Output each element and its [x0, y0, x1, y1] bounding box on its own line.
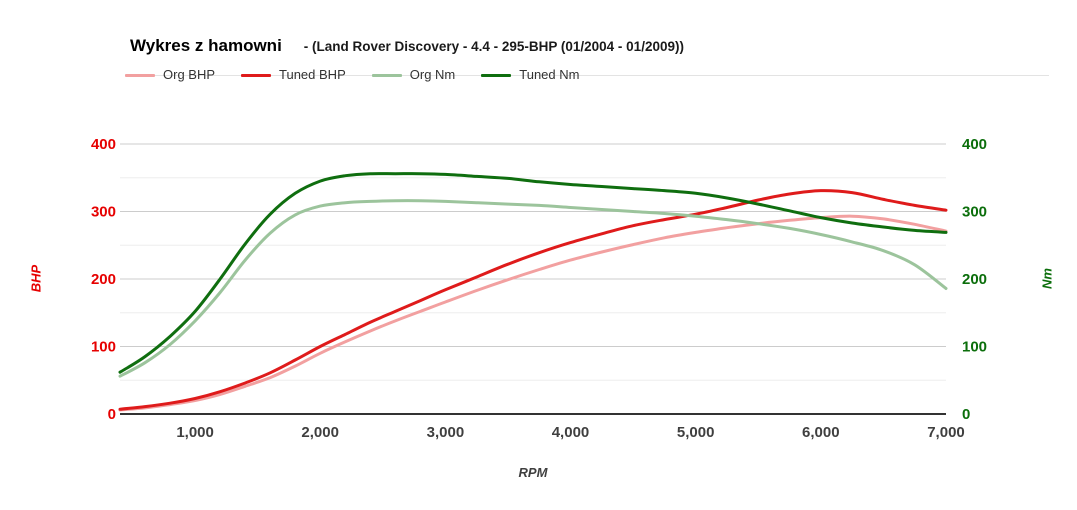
- series-curve-tuned-nm: [118, 172, 948, 374]
- chart-legend: Org BHP Tuned BHP Org Nm Tuned Nm: [125, 66, 579, 84]
- chart-title: Wykres z hamowni: [130, 36, 282, 55]
- left-axis-tick-label: 100: [91, 339, 116, 356]
- series-curve-org-nm: [118, 199, 948, 378]
- chart-header: Wykres z hamowni - (Land Rover Discovery…: [130, 36, 684, 56]
- series-curve-org-bhp: [118, 214, 948, 412]
- x-axis-title-rpm: RPM: [518, 465, 548, 480]
- x-axis-tick-label: 2,000: [301, 424, 339, 441]
- right-axis-tick-label: 200: [962, 271, 987, 288]
- series-curve-tuned-bhp: [118, 189, 948, 411]
- x-axis-tick-label: 6,000: [802, 424, 840, 441]
- legend-item-tuned-bhp[interactable]: Tuned BHP: [241, 66, 346, 84]
- legend-divider: [125, 75, 1049, 76]
- left-axis-tick-label: 300: [91, 204, 116, 221]
- tuned-bhp-color-swatch: [241, 73, 272, 77]
- legend-item-tuned-nm[interactable]: Tuned Nm: [481, 66, 579, 84]
- x-axis-tick-label: 5,000: [677, 424, 715, 441]
- left-axis-tick-label: 200: [91, 271, 116, 288]
- left-axis-tick-label: 400: [91, 136, 116, 153]
- x-axis-tick-label: 3,000: [427, 424, 465, 441]
- legend-label-org-nm: Org Nm: [409, 67, 456, 82]
- legend-label-org-bhp: Org BHP: [163, 67, 216, 82]
- right-axis-tick-label: 100: [962, 339, 987, 356]
- legend-label-tuned-nm: Tuned Nm: [519, 67, 580, 82]
- legend-item-org-bhp[interactable]: Org BHP: [125, 66, 215, 84]
- right-axis-tick-label: 300: [962, 204, 987, 221]
- legend-label-tuned-bhp: Tuned BHP: [279, 67, 346, 82]
- right-axis-tick-label: 0: [962, 406, 970, 423]
- x-axis-tick-label: 7,000: [927, 424, 965, 441]
- org-bhp-color-swatch: [125, 73, 155, 77]
- right-axis-tick-label: 400: [962, 136, 987, 153]
- tuned-nm-color-swatch: [481, 73, 512, 77]
- org-nm-color-swatch: [371, 73, 402, 77]
- chart-subtitle: - (Land Rover Discovery - 4.4 - 295-BHP …: [303, 39, 684, 54]
- legend-item-org-nm[interactable]: Org Nm: [371, 66, 456, 84]
- x-axis-tick-label: 4,000: [552, 424, 590, 441]
- left-axis-tick-label: 0: [108, 406, 116, 423]
- x-axis-tick-label: 1,000: [176, 424, 214, 441]
